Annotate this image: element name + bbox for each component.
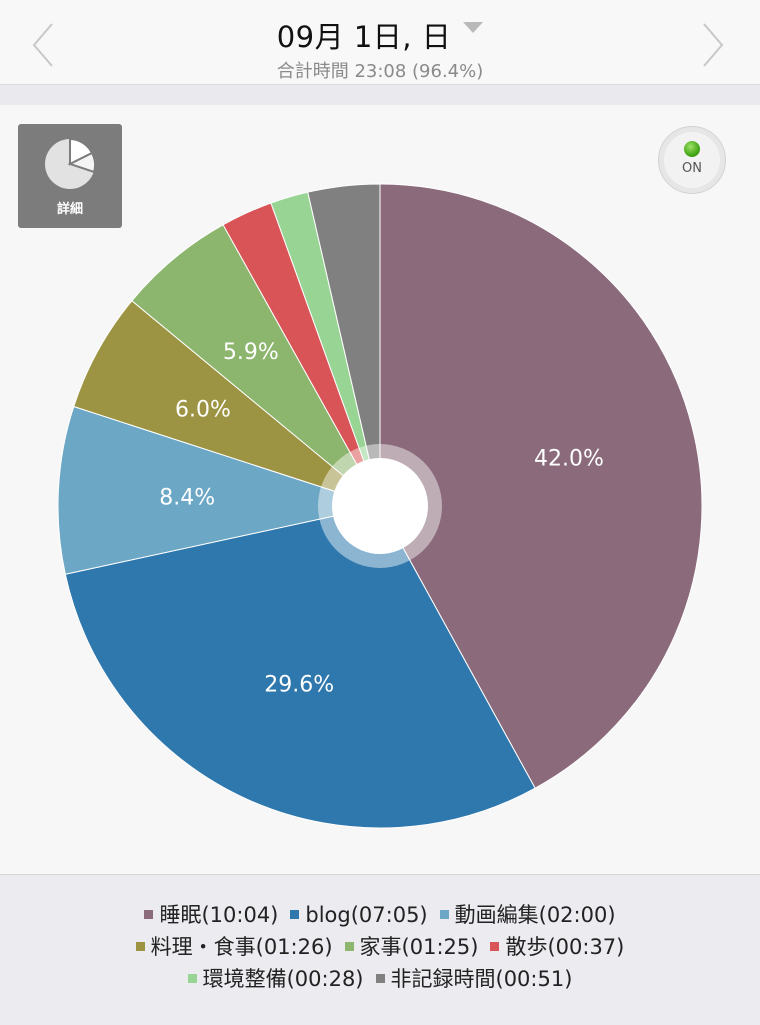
legend: 睡眠(10:04) blog(07:05) 動画編集(02:00) 料理・食事(01…	[0, 874, 760, 1025]
toggle-label: ON	[682, 161, 702, 176]
legend-label: 動画編集(02:00)	[454, 903, 616, 927]
legend-item: blog(07:05)	[290, 903, 428, 927]
header-divider-band	[0, 85, 760, 105]
pie-slice-1[interactable]	[64, 505, 536, 829]
slice-percent-label: 29.6%	[264, 673, 334, 698]
pie-slice-2[interactable]	[57, 405, 382, 575]
date-title[interactable]: 09月 1日, 日	[276, 20, 452, 54]
legend-swatch	[344, 942, 354, 951]
legend-item: 動画編集(02:00)	[439, 899, 616, 929]
previous-day-chevron-icon[interactable]	[30, 20, 60, 70]
pie-slice-0[interactable]	[379, 183, 703, 789]
legend-row: 環境整備(00:28) 非記録時間(00:51)	[0, 963, 760, 993]
legend-item: 家事(01:25)	[344, 931, 479, 961]
legend-label: 家事(01:25)	[359, 935, 479, 959]
center-hole	[332, 458, 428, 554]
legend-label: 料理・食事(01:26)	[150, 935, 333, 959]
pie-chart-icon	[45, 137, 97, 189]
legend-item: 料理・食事(01:26)	[135, 931, 333, 961]
date-header: 09月 1日, 日 合計時間 23:08 (96.4%)	[0, 0, 760, 85]
legend-row: 睡眠(10:04) blog(07:05) 動画編集(02:00)	[0, 899, 760, 929]
date-dropdown-caret-icon[interactable]	[463, 22, 484, 33]
legend-label: 環境整備(00:28)	[202, 967, 364, 991]
legend-swatch	[490, 942, 500, 951]
legend-row: 料理・食事(01:26) 家事(01:25) 散歩(00:37)	[0, 931, 760, 961]
detail-button[interactable]: 詳細	[18, 124, 122, 228]
on-toggle-button[interactable]: ON	[658, 126, 726, 194]
legend-item: 非記録時間(00:51)	[375, 963, 573, 993]
legend-swatch	[144, 910, 154, 919]
legend-item: 環境整備(00:28)	[187, 963, 364, 993]
legend-label: 非記録時間(00:51)	[390, 967, 573, 991]
legend-swatch	[375, 974, 385, 983]
legend-item: 睡眠(10:04)	[144, 899, 278, 929]
legend-label: blog(07:05)	[305, 903, 428, 927]
slice-percent-label: 8.4%	[159, 485, 215, 510]
chart-panel: 42.0% 29.6% 8.4% 6.0% 5.9%	[0, 106, 760, 874]
legend-swatch	[135, 942, 145, 951]
pie-slice-3[interactable]	[73, 300, 381, 507]
time-pie-chart: 42.0% 29.6% 8.4% 6.0% 5.9%	[57, 183, 703, 829]
pie-slice-7[interactable]	[307, 183, 381, 507]
slice-percent-label: 6.0%	[175, 398, 231, 423]
legend-swatch	[439, 910, 449, 919]
slice-percent-label: 5.9%	[223, 340, 279, 365]
next-day-chevron-icon[interactable]	[696, 20, 726, 70]
legend-label: 散歩(00:37)	[505, 935, 625, 959]
total-time: 合計時間 23:08 (96.4%)	[276, 61, 484, 82]
slice-percent-label: 42.0%	[534, 447, 604, 472]
legend-swatch	[187, 974, 197, 983]
legend-swatch	[290, 910, 300, 919]
detail-label: 詳細	[56, 202, 83, 217]
legend-label: 睡眠(10:04)	[159, 903, 279, 927]
status-led-icon	[684, 141, 700, 157]
legend-item: 散歩(00:37)	[490, 931, 624, 961]
